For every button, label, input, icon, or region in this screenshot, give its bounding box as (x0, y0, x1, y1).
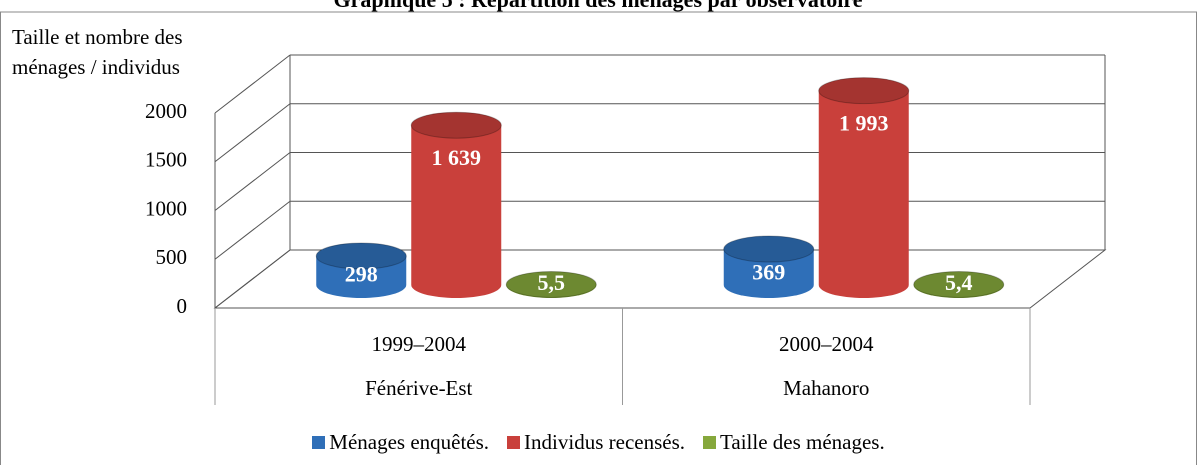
cylinder-top (723, 235, 815, 263)
cylinder-top-shade (316, 242, 407, 269)
cylinder-top-shade (818, 77, 909, 104)
cylinder-top-shade (723, 236, 814, 263)
legend-label: Ménages enquêtés. (329, 430, 490, 454)
grid-line (214, 103, 291, 163)
legend-swatch (312, 436, 326, 449)
data-label: 5,5 (538, 270, 566, 295)
cylinder-body (723, 249, 814, 299)
y-tick-label: 500 (156, 245, 188, 269)
cylinder-top (505, 270, 597, 298)
y-tick-label: 1000 (145, 196, 187, 220)
data-label: 298 (345, 261, 378, 286)
chart-title: Graphique 5 : Répartition des ménages pa… (334, 0, 863, 12)
cylinder-top (818, 77, 910, 105)
data-label: 5,4 (945, 270, 973, 295)
grid-line (214, 152, 291, 211)
x-tick-label: 2000–2004 (779, 332, 874, 356)
cylinder-top (913, 270, 1005, 298)
x-tick-label: 1999–2004 (372, 332, 467, 356)
legend-label: Individus recensés. (524, 430, 686, 454)
legend-item: Individus recensés. (507, 430, 685, 455)
y-tick-label: 0 (177, 294, 188, 318)
grid-line (214, 249, 291, 309)
legend-swatch (507, 436, 521, 449)
y-tick-label: 2000 (145, 99, 187, 123)
cylinder-top (315, 242, 407, 270)
legend-item: Ménages enquêtés. (312, 430, 489, 455)
cylinder-body (411, 125, 502, 299)
cylinder-body (818, 90, 909, 299)
grid-line (214, 54, 291, 114)
legend-label: Taille des ménages. (720, 430, 885, 454)
legend-swatch (703, 436, 717, 449)
y-tick-label: 1500 (145, 148, 187, 172)
y-axis-label: Taille et nombre des ménages / individus (12, 25, 183, 79)
cylinder-top-shade (411, 112, 502, 139)
data-label: 1 639 (432, 145, 482, 170)
cylinder-top (410, 111, 502, 139)
legend: Ménages enquêtés. Individus recensés. Tail… (0, 430, 1197, 455)
legend-item: Taille des ménages. (703, 430, 885, 455)
group-label: Mahanoro (783, 376, 869, 400)
group-label: Fénérive-Est (365, 376, 472, 400)
cylinder-top-shade (506, 271, 597, 298)
data-label: 1 993 (839, 111, 889, 136)
cylinder-top-shade (913, 271, 1004, 298)
grid-line (214, 200, 291, 260)
data-label: 369 (752, 259, 785, 284)
